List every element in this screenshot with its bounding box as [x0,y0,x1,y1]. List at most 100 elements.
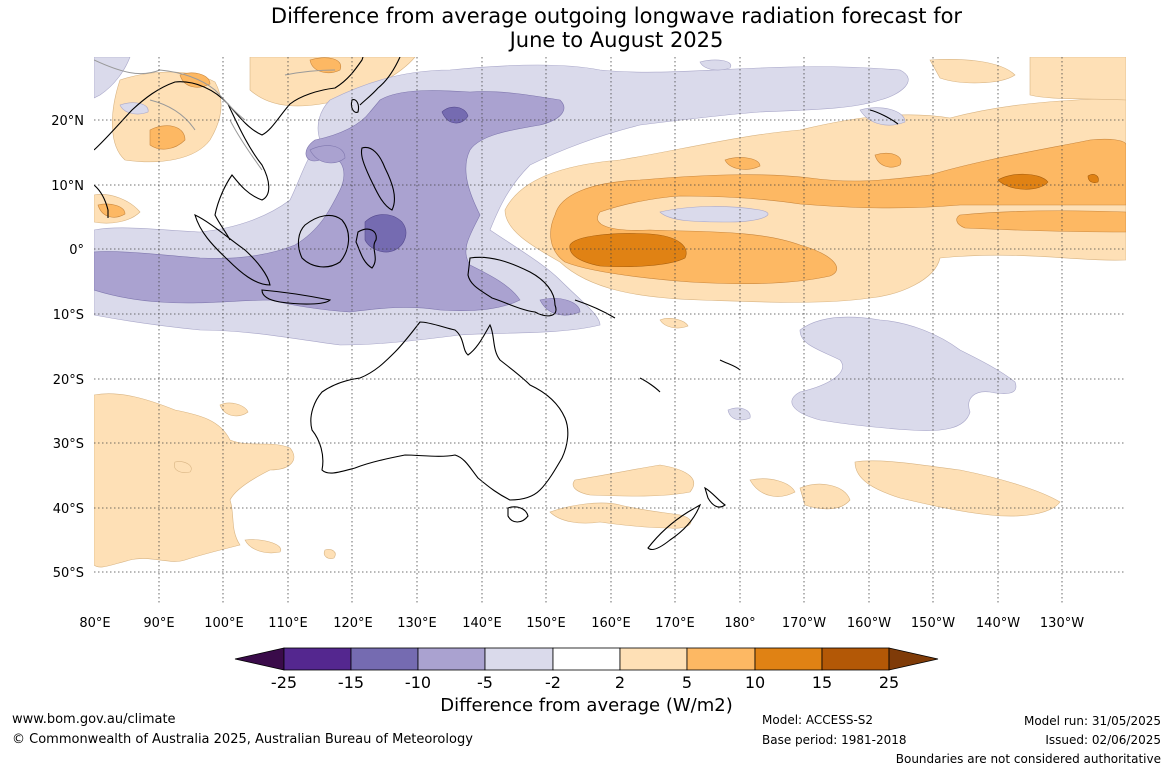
shade-indian-blob3-light-orange [244,539,282,554]
colorbar-bin-10-5 [417,647,486,671]
shade-south-pacific-convergence-light-purple [791,316,1017,431]
colorbar-label: -10 [405,673,431,692]
shade-pacific-south-arm-orange [956,210,1126,233]
shade-indochina-orange [149,125,186,150]
colorbar-label: 2 [615,673,625,692]
lon-label-130e: 130°E [397,616,437,631]
copyright-text: © Commonwealth of Australia 2025, Austra… [12,732,473,747]
shade-molucca-dark-purple [364,214,407,253]
shade-indochina-light-purple [94,57,131,99]
shade-blob-se-light-orange [323,549,336,559]
colorbar-label: 10 [745,673,765,692]
shade-philippine-sea-dark-purple [441,106,469,124]
boundaries-disclaimer: Boundaries are not considered authoritat… [895,752,1161,766]
map-title-line1: Difference from average outgoing longwav… [270,4,963,28]
colorbar [234,647,939,671]
issued-date: Issued: 02/06/2025 [1045,733,1161,747]
shade-tasman2-light-orange [572,464,695,497]
lat-label-30s: 30°S [53,437,84,452]
colorbar-label: -5 [477,673,493,692]
shade-bay-bengal-orange [97,203,126,218]
colorbar-extend-high [888,647,939,671]
colorbar-label: -15 [338,673,364,692]
lon-label-170e: 170°E [655,616,695,631]
shade-tasman-light-orange [549,502,692,529]
shade-indian-blob-light-orange [219,402,249,417]
coast-solomons [574,299,616,319]
anomaly-shading [94,57,1126,568]
lon-label-170w: 170°W [782,616,826,631]
country-boundaries [94,59,336,171]
coast-new-zealand-s [647,503,702,551]
colorbar-label: 25 [879,673,899,692]
shade-maritime-continent-purple [94,90,565,313]
colorbar-label: 5 [682,673,692,692]
coast-java [261,289,332,305]
shade-indian-blob2-light-orange [174,461,192,473]
shade-east-asia-orange [309,57,342,73]
coast-australia [310,321,569,501]
shade-ne-pacific-dark-orange [997,173,1049,190]
colorbar-bin-2-2 [552,647,621,671]
coast-india [94,184,109,218]
shade-south-pacific-light-orange [854,460,1061,517]
coast-borneo [297,214,350,268]
lon-label-110e: 110°E [268,616,308,631]
colorbar-bin-15-10 [350,647,419,671]
shade-ne-pacific2-light-orange [929,59,1016,84]
colorbar-bin-2-5 [619,647,688,671]
shade-sw-indian-light-orange [94,393,295,568]
lon-label-150e: 150°E [526,616,566,631]
model-name: Model: ACCESS-S2 [762,713,874,727]
shade-pacific-band-orange [550,138,1126,285]
coast-hawaii [869,109,899,125]
shade-central-pacific-dark-orange [569,233,687,268]
shade-south-pacific2-light-orange [749,478,796,497]
shade-blob-ne2-orange [724,157,761,170]
lon-label-180: 180° [724,616,755,631]
coastlines [94,57,899,551]
base-period: Base period: 1981-2018 [762,733,907,747]
colorbar-ticks: -25 -15 -10 -5 -2 2 5 10 15 25 [271,673,899,692]
lat-label-10s: 10°S [53,308,84,323]
map-title: Difference from average outgoing longwav… [0,4,1173,52]
coast-philippines [360,146,395,211]
shade-scs-purple [309,145,346,164]
lon-label-160e: 160°E [591,616,631,631]
shade-indochina-light-orange [112,71,222,163]
colorbar-title: Difference from average (W/m2) [440,695,733,716]
lat-label-20s: 20°S [53,373,84,388]
coast-tasmania [507,506,529,523]
lon-label-80e: 80°E [79,616,110,631]
colorbar-label: -2 [545,673,561,692]
shade-south-pacific3-light-orange [799,484,851,510]
lon-label-140w: 140°W [976,616,1020,631]
shade-china-orange [179,72,211,88]
lat-label-0: 0° [69,243,84,258]
colorbar-extend-low [234,647,285,671]
coast-new-zealand-n [704,486,726,508]
lon-label-150w: 150°W [911,616,955,631]
colorbar-bin-5-10 [686,647,756,671]
colorbar-bin-15-25 [821,647,890,671]
shade-blob-sp2-light-purple [727,407,751,421]
map-title-line2: June to August 2025 [509,28,724,52]
website-link[interactable]: www.bom.gov.au/climate [12,712,176,727]
coast-japan [359,57,401,106]
lon-label-130w: 130°W [1040,616,1084,631]
shade-ne-pacific2-dark-orange [1087,174,1099,183]
shade-pacific-light-purple-hole [659,206,769,223]
shade-south-pacific4-light-orange [659,318,689,329]
model-run-date: Model run: 31/05/2025 [1023,714,1161,728]
coast-mainland-asia [94,57,364,151]
shade-ne-pacific-light-orange [1029,57,1126,101]
shade-ne-light-purple [699,59,732,71]
shade-sulu-purple [539,298,581,316]
lat-label-10n: 10°N [51,179,84,194]
lon-label-160w: 160°W [847,616,891,631]
latitude-labels: 20°N 10°N 0° 10°S 20°S 30°S 40°S 50°S [51,114,84,581]
colorbar-bin-10-15 [754,647,823,671]
lon-label-120e: 120°E [333,616,373,631]
lon-label-140e: 140°E [462,616,502,631]
